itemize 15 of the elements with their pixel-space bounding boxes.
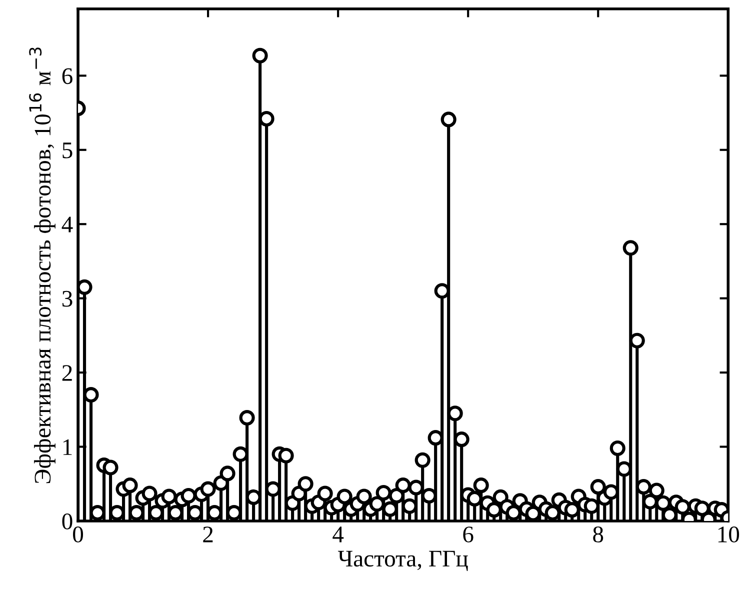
- x-tick-label: 0: [73, 526, 84, 542]
- x-axis-title: Частота, ГГц: [338, 550, 468, 571]
- x-tick-label: 6: [463, 526, 474, 542]
- y-tick-label: 2: [62, 365, 72, 381]
- y-tick-label: 5: [62, 142, 72, 158]
- y-axis-title: Эффективная плотность фотонов, 10$^{16}$ м$^{−3}$: [29, 48, 56, 484]
- y-tick-label: 4: [62, 216, 73, 232]
- x-tick-label: 10: [718, 526, 740, 542]
- x-tick-label: 2: [203, 526, 213, 542]
- y-tick-label: 0: [62, 513, 72, 530]
- y-tick-label: 1: [63, 439, 72, 455]
- x-tick-label: 8: [593, 526, 604, 542]
- x-tick-label: 4: [332, 526, 344, 542]
- y-tick-label: 3: [62, 290, 72, 307]
- y-tick-label: 6: [62, 68, 72, 84]
